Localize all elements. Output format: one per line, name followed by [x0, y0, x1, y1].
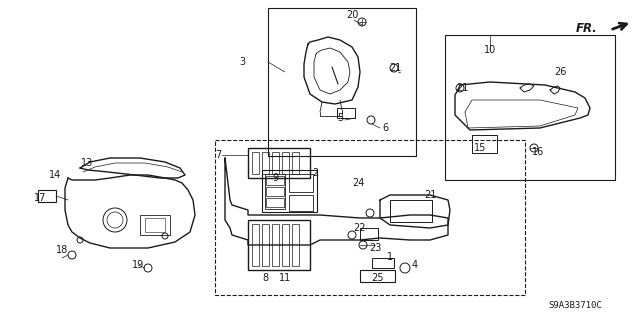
- Bar: [215, 140, 525, 295]
- Bar: [282, 152, 289, 174]
- Bar: [472, 135, 497, 153]
- Text: 17: 17: [34, 193, 46, 203]
- Bar: [282, 224, 289, 266]
- Text: 21: 21: [456, 83, 468, 93]
- Bar: [266, 187, 284, 196]
- Bar: [145, 218, 165, 232]
- Text: 16: 16: [532, 147, 544, 157]
- Text: 7: 7: [215, 150, 221, 160]
- Bar: [140, 215, 170, 235]
- Text: 2: 2: [312, 168, 318, 178]
- Bar: [268, 8, 416, 156]
- Text: 18: 18: [56, 245, 68, 255]
- Text: 13: 13: [81, 158, 93, 168]
- Bar: [266, 198, 284, 207]
- Bar: [38, 190, 56, 202]
- Bar: [248, 220, 310, 270]
- Text: 19: 19: [132, 260, 144, 270]
- Text: 5: 5: [337, 113, 343, 123]
- Bar: [292, 152, 299, 174]
- Text: 23: 23: [369, 243, 381, 253]
- Text: 8: 8: [262, 273, 268, 283]
- Bar: [289, 174, 313, 192]
- Bar: [265, 174, 285, 209]
- Text: 22: 22: [354, 223, 366, 233]
- Bar: [262, 224, 269, 266]
- Bar: [337, 108, 355, 118]
- Text: 11: 11: [279, 273, 291, 283]
- Bar: [266, 176, 284, 185]
- Bar: [272, 152, 279, 174]
- Text: 3: 3: [239, 57, 245, 67]
- Bar: [262, 152, 269, 174]
- Bar: [372, 258, 394, 268]
- Text: 20: 20: [346, 10, 358, 20]
- Text: 21: 21: [424, 190, 436, 200]
- Text: 15: 15: [474, 143, 486, 153]
- Text: 21: 21: [389, 63, 401, 73]
- Bar: [360, 270, 395, 282]
- Bar: [272, 224, 279, 266]
- Text: 14: 14: [49, 170, 61, 180]
- Bar: [390, 200, 432, 222]
- Bar: [445, 35, 615, 180]
- Text: 6: 6: [382, 123, 388, 133]
- Text: 24: 24: [352, 178, 364, 188]
- Text: 10: 10: [484, 45, 496, 55]
- Text: 26: 26: [554, 67, 566, 77]
- Text: 25: 25: [372, 273, 384, 283]
- Bar: [360, 228, 378, 240]
- Bar: [252, 152, 259, 174]
- Bar: [289, 195, 313, 211]
- Bar: [252, 224, 259, 266]
- Text: 9: 9: [272, 173, 278, 183]
- Text: FR.: FR.: [576, 21, 598, 34]
- Bar: [292, 224, 299, 266]
- Bar: [262, 170, 317, 212]
- Bar: [248, 148, 310, 178]
- Text: 4: 4: [412, 260, 418, 270]
- Text: S9A3B3710C: S9A3B3710C: [548, 300, 602, 309]
- Text: 1: 1: [387, 252, 393, 262]
